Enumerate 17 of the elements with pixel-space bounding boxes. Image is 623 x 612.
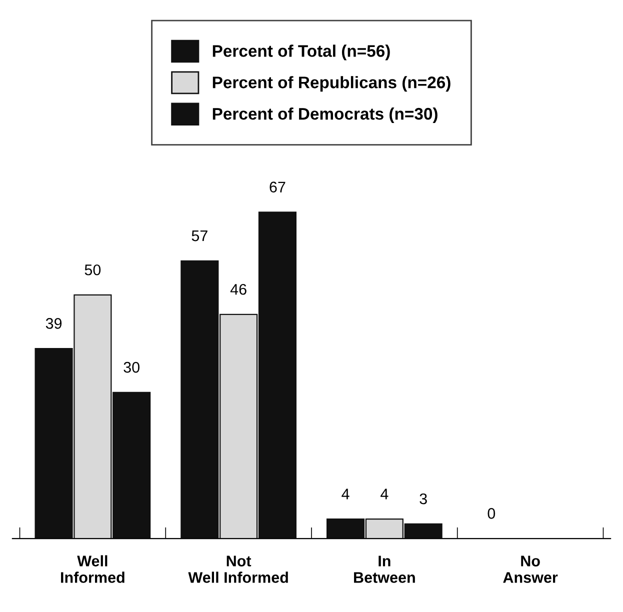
x-tick-label: Not Well Informed (188, 556, 288, 583)
x-tick-label: In Between (354, 556, 415, 583)
data-label: 4 (342, 488, 350, 500)
data-label: 4 (380, 488, 388, 500)
x-tick-label: No Answer (503, 556, 558, 583)
data-label: 0 (488, 508, 496, 519)
data-label: 30 (124, 362, 140, 373)
data-label: 50 (84, 264, 101, 276)
data-label: 67 (270, 182, 286, 192)
legend-label: Percent of Democrats (n=30) (212, 107, 438, 124)
legend-label: Percent of Republicans (n=26) (212, 76, 450, 92)
data-label: 57 (192, 230, 208, 242)
x-tick-label: Well Informed (61, 555, 124, 583)
legend-label: Percent of Total (n=56) (212, 44, 390, 60)
data-label: 46 (230, 284, 246, 295)
data-label: 39 (46, 318, 62, 329)
data-label: 3 (420, 493, 427, 504)
